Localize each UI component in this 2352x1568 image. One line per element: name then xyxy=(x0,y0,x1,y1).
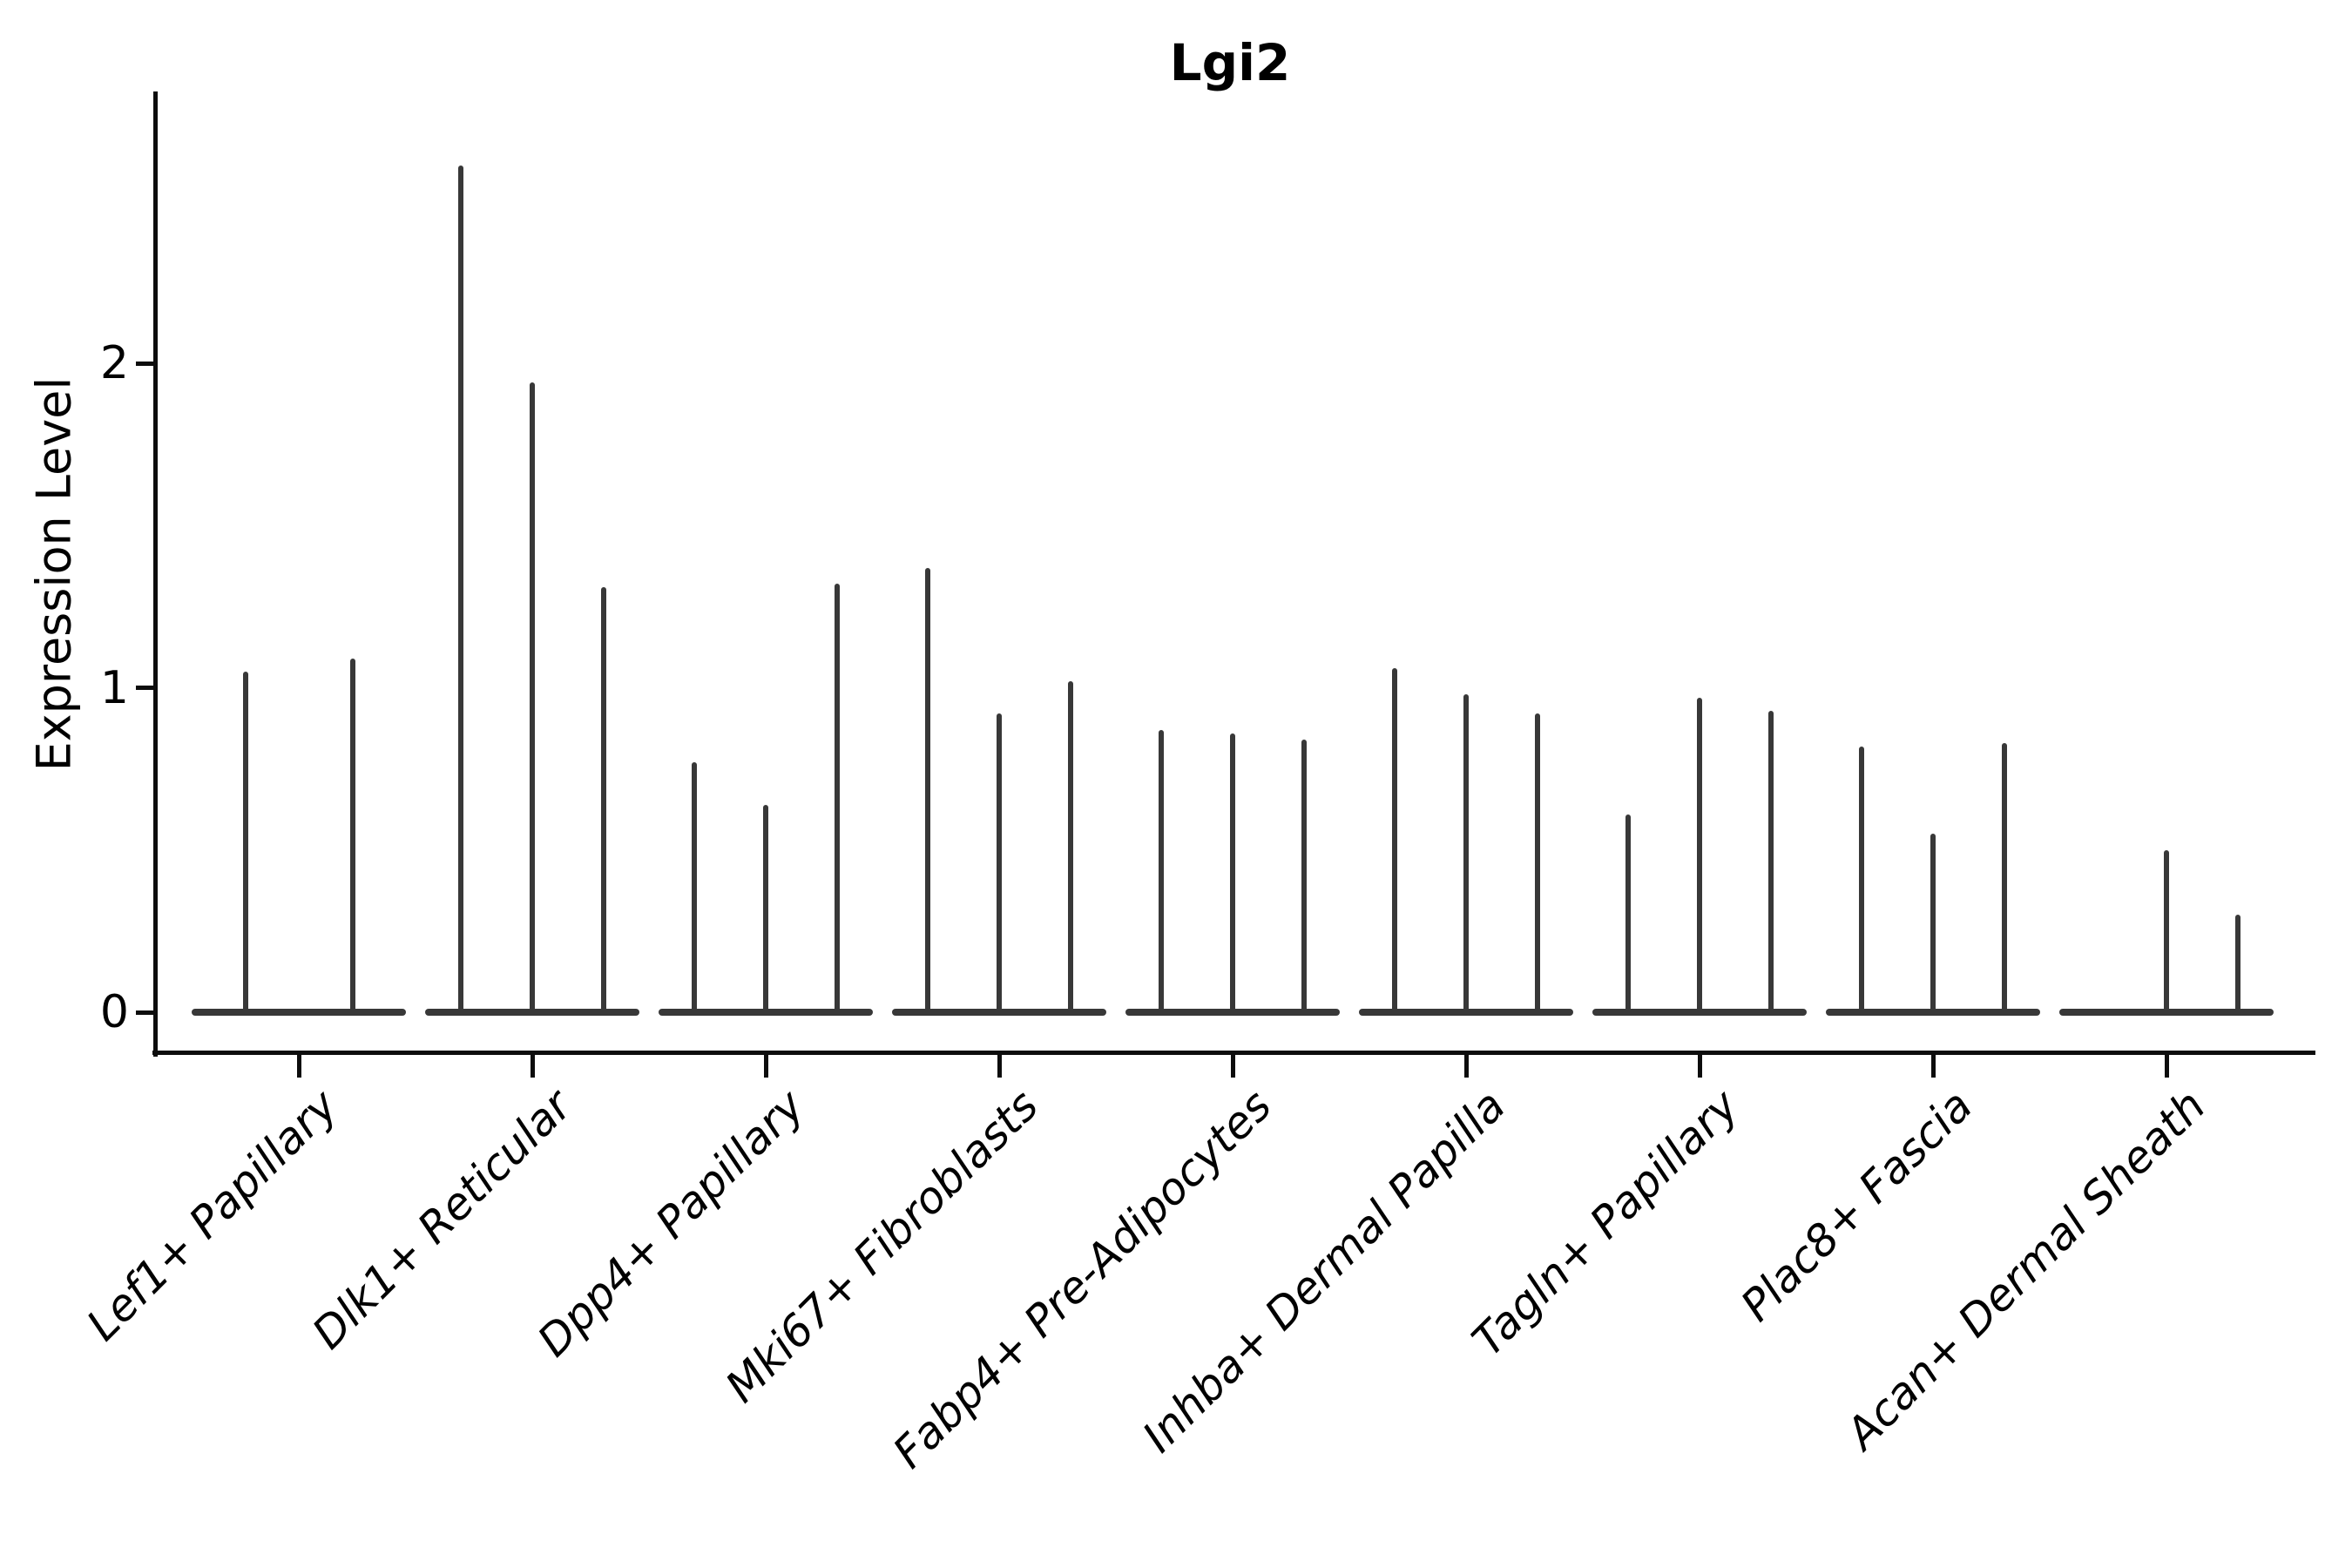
violin-baseline xyxy=(192,1009,406,1016)
x-tick-label: Fabp4+ Pre-Adipocytes xyxy=(883,1080,1282,1478)
violin-spike xyxy=(1625,814,1631,1015)
y-tick-label: 0 xyxy=(99,986,129,1038)
violin-spike xyxy=(835,584,840,1015)
violin-spike xyxy=(349,658,355,1015)
violin-spike xyxy=(692,762,697,1015)
x-tick-mark xyxy=(1930,1054,1936,1078)
violin-spike xyxy=(458,165,463,1015)
violin-spike xyxy=(1463,693,1469,1015)
violin-spike xyxy=(2002,742,2007,1015)
x-tick-mark xyxy=(530,1054,535,1078)
violin-spike xyxy=(242,671,248,1015)
violin-spike xyxy=(1301,740,1307,1015)
violin-spike xyxy=(2235,915,2240,1015)
violin-spike xyxy=(925,567,930,1015)
violin-spike xyxy=(1068,681,1073,1015)
y-tick-label: 2 xyxy=(99,337,129,389)
violin-spike xyxy=(763,804,768,1015)
violin-spike xyxy=(1230,733,1235,1015)
y-tick-mark xyxy=(135,361,153,366)
violin-spike xyxy=(1697,697,1702,1015)
x-axis-spine xyxy=(152,1050,2315,1055)
violin-spike xyxy=(1859,746,1864,1015)
x-tick-mark xyxy=(2164,1054,2169,1078)
violin-spike xyxy=(2164,849,2169,1015)
violin-spike xyxy=(530,382,535,1015)
x-tick-label: Plac8+ Fascia xyxy=(1731,1080,1983,1331)
x-tick-mark xyxy=(997,1054,1002,1078)
x-tick-mark xyxy=(1697,1054,1702,1078)
x-tick-mark xyxy=(1463,1054,1469,1078)
violin-spike xyxy=(1535,713,1540,1015)
violin-spike xyxy=(997,713,1002,1015)
y-tick-label: 1 xyxy=(99,661,129,714)
y-tick-mark xyxy=(135,686,153,690)
y-tick-mark xyxy=(135,1010,153,1015)
violin-spike xyxy=(1768,710,1774,1015)
x-tick-mark xyxy=(296,1054,301,1078)
violin-spike xyxy=(1392,668,1397,1015)
violin-spike xyxy=(1930,834,1936,1015)
violin-spike xyxy=(1159,729,1164,1015)
x-tick-mark xyxy=(763,1054,768,1078)
violin-spike xyxy=(601,587,606,1015)
chart-title: Lgi2 xyxy=(1169,33,1291,92)
x-tick-mark xyxy=(1230,1054,1235,1078)
x-tick-label: Dlk1+ Reticular xyxy=(302,1080,582,1359)
y-axis-spine xyxy=(152,91,158,1057)
x-tick-label: Lef1+ Papillary xyxy=(77,1080,348,1351)
